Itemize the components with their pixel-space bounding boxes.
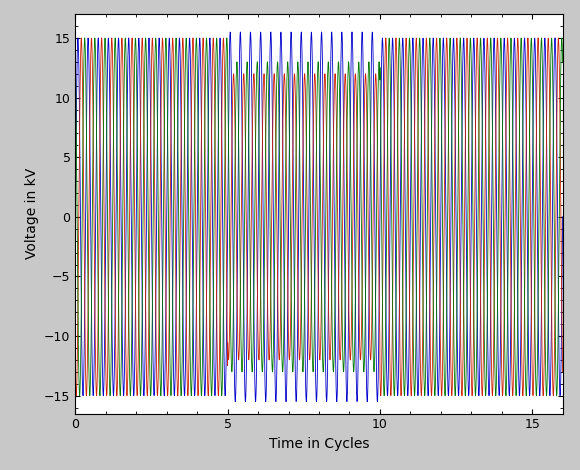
Y-axis label: Voltage in kV: Voltage in kV — [24, 168, 39, 259]
X-axis label: Time in Cycles: Time in Cycles — [269, 437, 369, 451]
